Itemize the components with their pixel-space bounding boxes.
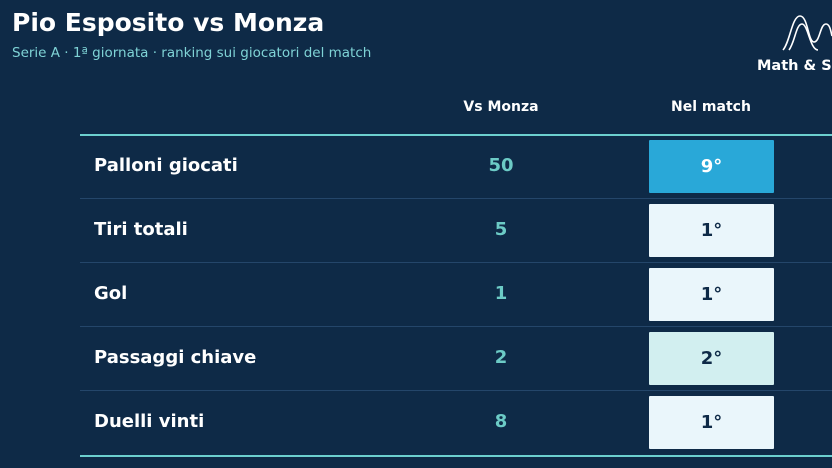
rank-cell: 9° — [649, 140, 774, 193]
row-separator — [80, 326, 832, 327]
row-value: 50 — [488, 155, 514, 176]
column-header: Vs Monza — [463, 99, 539, 115]
row-value: 1 — [494, 283, 508, 304]
header-rule — [80, 134, 832, 136]
bottom-rule — [80, 455, 832, 457]
row-value: 5 — [494, 219, 508, 240]
row-label: Duelli vinti — [94, 411, 205, 432]
rank-cell: 1° — [649, 396, 774, 449]
row-separator — [80, 390, 832, 391]
row-label: Palloni giocati — [94, 155, 238, 176]
brand-name: Math & Sp — [757, 58, 832, 74]
row-separator — [80, 198, 832, 199]
brand-logo — [782, 15, 832, 51]
row-label: Gol — [94, 283, 128, 304]
row-label: Tiri totali — [94, 219, 188, 240]
row-label: Passaggi chiave — [94, 347, 257, 368]
rank-cell: 1° — [649, 204, 774, 257]
row-value: 2 — [494, 347, 508, 368]
subtitle: Serie A · 1ª giornata · ranking sui gioc… — [12, 45, 372, 61]
row-separator — [80, 262, 832, 263]
row-value: 8 — [494, 411, 508, 432]
column-header: Nel match — [671, 99, 751, 115]
rank-cell: 2° — [649, 332, 774, 385]
rank-cell: 1° — [649, 268, 774, 321]
title: Pio Esposito vs Monza — [12, 8, 325, 37]
